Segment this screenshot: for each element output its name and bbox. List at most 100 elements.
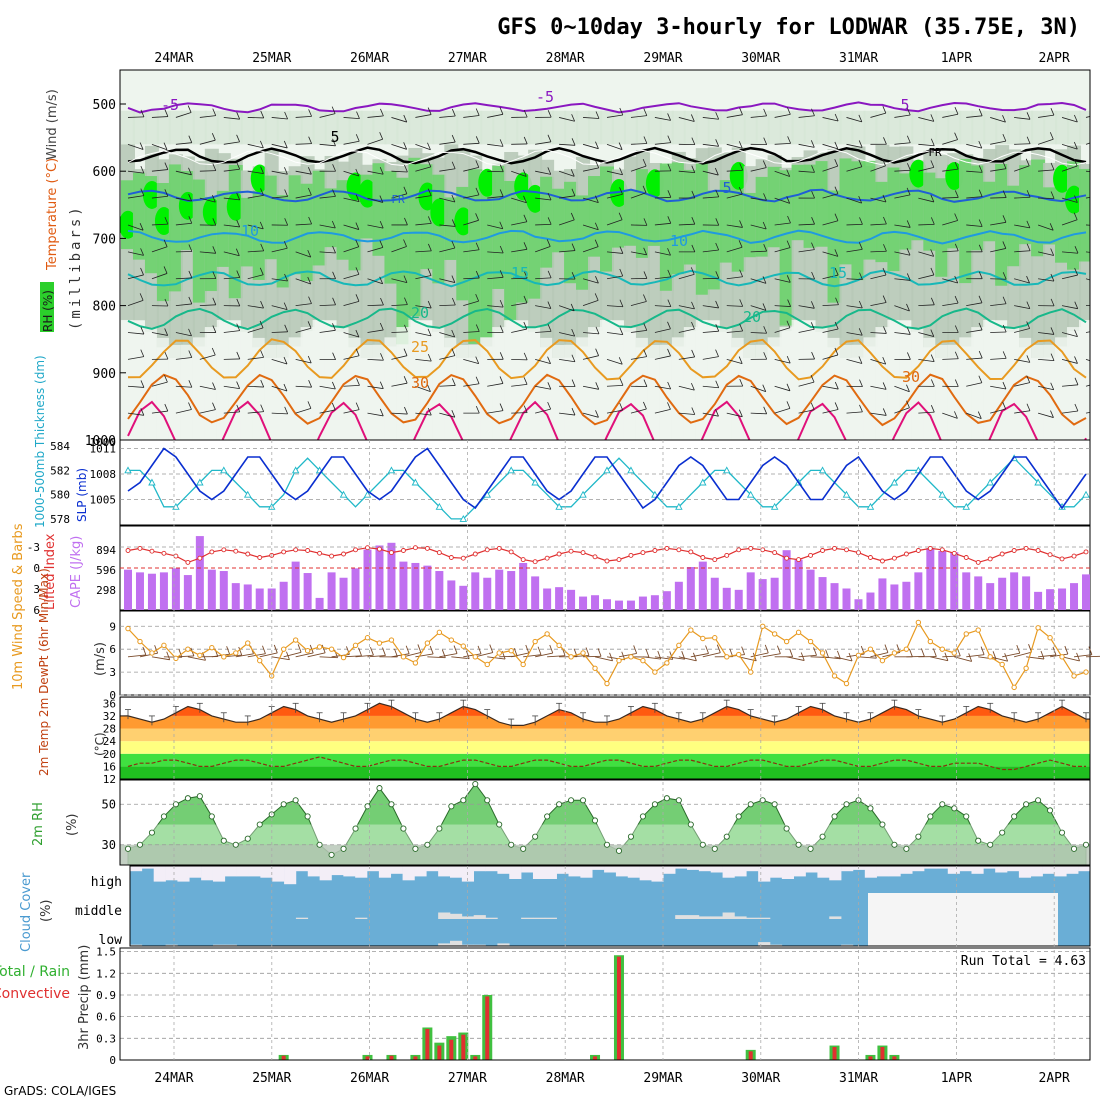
isotherm-line (127, 229, 1087, 245)
rh-band-bright (454, 207, 473, 236)
li-marker (125, 548, 131, 553)
isotherm-label: 10 (670, 232, 688, 250)
wind-barb (127, 116, 145, 118)
thickness-marker (651, 490, 659, 498)
rh-band-pale (827, 337, 842, 440)
rh-band-pale (360, 345, 375, 440)
li-marker (556, 551, 562, 557)
wind-barb (127, 170, 144, 174)
wind10-barb (367, 655, 386, 658)
rh-band-light (456, 110, 471, 145)
wind10-marker (807, 638, 814, 645)
li-marker (448, 555, 454, 560)
wind-barb (582, 299, 599, 306)
wind-barb (127, 224, 144, 231)
wind-barb-feather (882, 382, 887, 390)
wind-barb (894, 142, 911, 145)
wind-barb (1014, 410, 1031, 414)
wind-barb (870, 385, 887, 390)
wind-barb-feather (571, 114, 576, 122)
cape-bar (782, 550, 791, 610)
wind-barb-feather (451, 348, 456, 356)
wind-barb (439, 115, 456, 118)
li-marker (496, 545, 502, 551)
rh-band-green (659, 163, 674, 291)
wind-barb (391, 246, 407, 253)
wind10-marker (795, 629, 802, 636)
wind-barb-feather (523, 242, 528, 250)
cape-bar (603, 599, 611, 610)
li-marker (1047, 552, 1053, 558)
precip-convective-bar (485, 996, 490, 1060)
rh-band-light (396, 110, 411, 145)
wind-barb (846, 332, 863, 336)
rh-band-light (743, 110, 758, 145)
wind10-barb (834, 656, 853, 662)
bottom-date-label: 2APR (1039, 1071, 1070, 1086)
wind-barb-feather (332, 138, 336, 146)
rh-band-green (528, 194, 543, 299)
li-marker (796, 557, 802, 563)
wind-barb-feather (858, 328, 863, 336)
wind-barb-feather (355, 239, 360, 247)
isotherm-label: 20 (411, 304, 429, 322)
cloud-high-clear (378, 866, 392, 878)
cape-bar (267, 588, 276, 610)
wind-barb (606, 114, 623, 118)
li-marker (1035, 548, 1041, 553)
wind-barb-feather (643, 349, 648, 357)
wind-barb-feather (284, 218, 289, 226)
precip-convective-bar (892, 1056, 897, 1060)
wind10-marker (316, 644, 323, 650)
wind10-marker (712, 635, 718, 641)
thickness-marker (339, 490, 348, 498)
wind-barb-feather (858, 242, 863, 250)
thickness-marker (555, 502, 563, 510)
li-marker (820, 548, 825, 553)
rh2m-marker (987, 841, 994, 848)
wind-barb-feather (188, 135, 193, 143)
wind-barb (511, 383, 528, 387)
wind-barb (1014, 278, 1030, 284)
cloud-high-clear (461, 866, 475, 882)
wind-barb-feather (140, 267, 144, 276)
isotherm-lines (127, 101, 1087, 440)
wind-barb (630, 251, 647, 256)
wind-barb (487, 224, 503, 230)
rh2m-marker (951, 805, 958, 812)
wind-barb (582, 278, 599, 284)
wind-barb (702, 143, 719, 147)
cape-bar (818, 577, 827, 610)
wind-barb-feather (715, 271, 720, 279)
wind-barb-feather (475, 136, 480, 144)
wind-barb-feather (212, 218, 217, 226)
rh-band-light (252, 110, 267, 145)
wind10-marker (388, 637, 395, 643)
thickness-marker (1082, 490, 1090, 498)
wind-barb (822, 143, 838, 150)
cape-bar (124, 569, 132, 610)
rh-band-green (264, 175, 279, 260)
wind-barb (894, 169, 911, 172)
cloud-high-clear (947, 866, 960, 874)
cloud-high-clear (497, 866, 510, 874)
cape-tick-label: 894 (96, 544, 116, 557)
cloud-high-clear (544, 866, 557, 879)
wind-barb (247, 250, 264, 253)
wind10-marker (448, 637, 455, 643)
wind-barb-feather (1074, 267, 1078, 276)
li-marker (281, 549, 287, 555)
isotherm-line (127, 101, 1087, 114)
isotherm-line (127, 373, 1087, 427)
wind-barb-feather (763, 406, 768, 414)
wind-barb-feather (619, 167, 623, 175)
wind-barb (750, 305, 767, 311)
wind-barb-feather (619, 378, 624, 386)
wind-barb-feather (523, 405, 528, 413)
cloud-gap (295, 917, 309, 919)
rh-band-light (384, 110, 399, 145)
isotherm-line (127, 188, 1087, 203)
rh2m-marker (903, 845, 910, 852)
rh-band-light (911, 110, 926, 145)
